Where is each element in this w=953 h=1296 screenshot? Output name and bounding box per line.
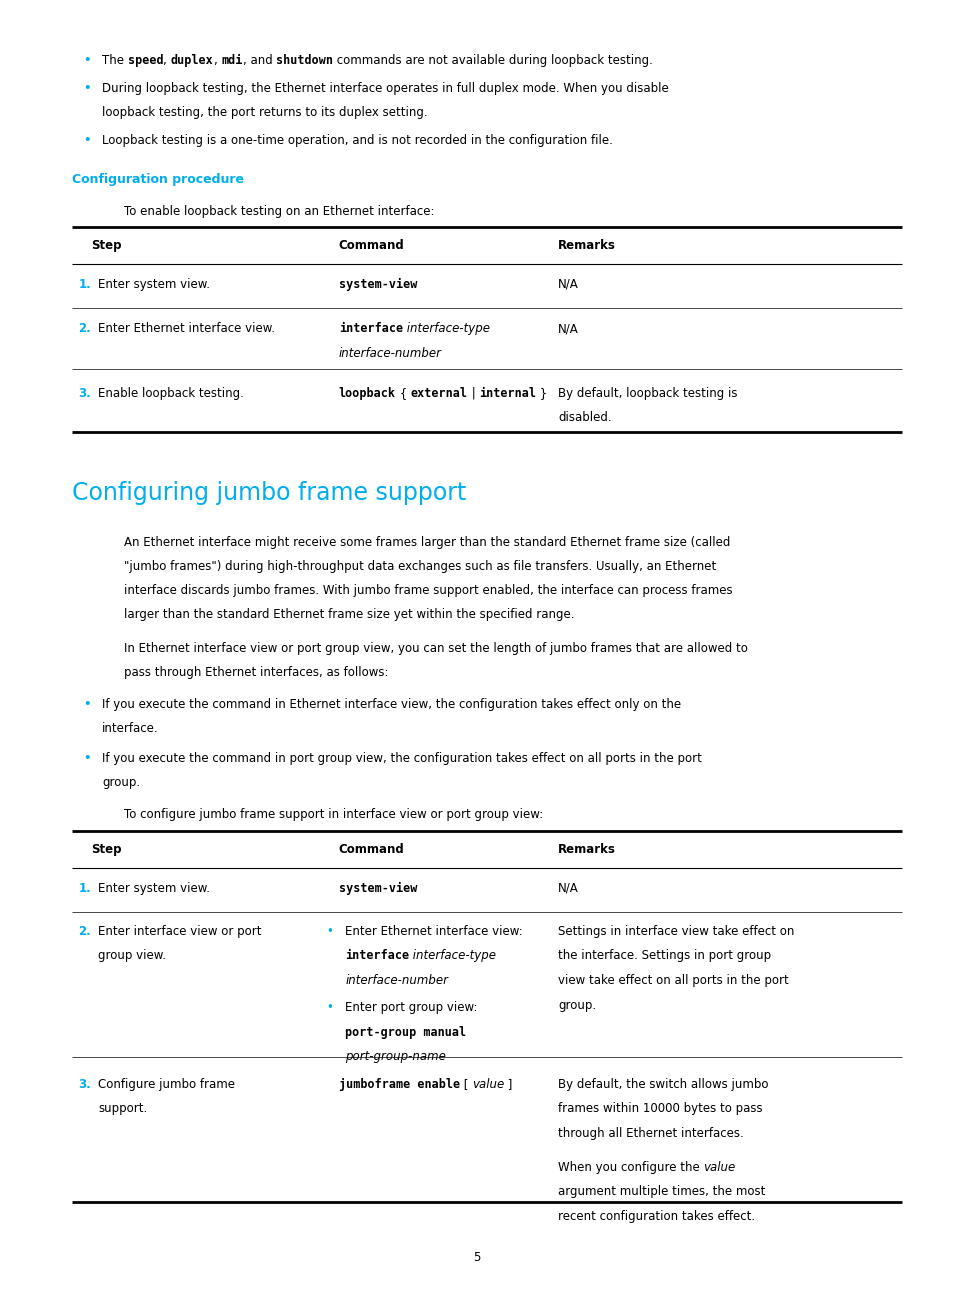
Text: through all Ethernet interfaces.: through all Ethernet interfaces. xyxy=(558,1128,743,1140)
Text: [: [ xyxy=(459,1078,472,1091)
Text: •: • xyxy=(83,697,91,712)
Text: "jumbo frames") during high-throughput data exchanges such as file transfers. Us: "jumbo frames") during high-throughput d… xyxy=(124,560,716,573)
Text: value: value xyxy=(703,1161,735,1174)
Text: During loopback testing, the Ethernet interface operates in full duplex mode. Wh: During loopback testing, the Ethernet in… xyxy=(102,83,668,96)
Text: disabled.: disabled. xyxy=(558,412,611,425)
Text: Configure jumbo frame: Configure jumbo frame xyxy=(98,1078,235,1091)
Text: When you configure the: When you configure the xyxy=(558,1161,703,1174)
Text: ]: ] xyxy=(503,1078,512,1091)
Text: 3.: 3. xyxy=(78,386,91,400)
Text: mdi: mdi xyxy=(221,54,242,67)
Text: 1.: 1. xyxy=(78,883,91,896)
Text: system-view: system-view xyxy=(338,277,416,292)
Text: 5: 5 xyxy=(473,1251,480,1264)
Text: 3.: 3. xyxy=(78,1078,91,1091)
Text: •: • xyxy=(83,54,91,67)
Text: group.: group. xyxy=(558,999,596,1012)
Text: interface discards jumbo frames. With jumbo frame support enabled, the interface: interface discards jumbo frames. With ju… xyxy=(124,584,732,597)
Text: Enter Ethernet interface view:: Enter Ethernet interface view: xyxy=(345,925,522,938)
Text: Enter port group view:: Enter port group view: xyxy=(345,1002,477,1015)
Text: Settings in interface view take effect on: Settings in interface view take effect o… xyxy=(558,925,794,938)
Text: By default, the switch allows jumbo: By default, the switch allows jumbo xyxy=(558,1078,768,1091)
Text: To enable loopback testing on an Ethernet interface:: To enable loopback testing on an Etherne… xyxy=(124,205,434,218)
Text: If you execute the command in port group view, the configuration takes effect on: If you execute the command in port group… xyxy=(102,752,701,765)
Text: Command: Command xyxy=(338,238,404,253)
Text: group.: group. xyxy=(102,775,140,789)
Text: pass through Ethernet interfaces, as follows:: pass through Ethernet interfaces, as fol… xyxy=(124,666,388,679)
Text: N/A: N/A xyxy=(558,883,578,896)
Text: If you execute the command in Ethernet interface view, the configuration takes e: If you execute the command in Ethernet i… xyxy=(102,697,680,712)
Text: ,: , xyxy=(213,54,221,67)
Text: frames within 10000 bytes to pass: frames within 10000 bytes to pass xyxy=(558,1103,761,1116)
Text: interface-number: interface-number xyxy=(345,975,448,988)
Text: shutdown: shutdown xyxy=(275,54,333,67)
Text: interface: interface xyxy=(345,950,409,963)
Text: Loopback testing is a one-time operation, and is not recorded in the configurati: Loopback testing is a one-time operation… xyxy=(102,135,613,148)
Text: N/A: N/A xyxy=(558,277,578,292)
Text: 2.: 2. xyxy=(78,321,91,336)
Text: •: • xyxy=(83,83,91,96)
Text: argument multiple times, the most: argument multiple times, the most xyxy=(558,1186,764,1199)
Text: Step: Step xyxy=(91,844,121,857)
Text: •: • xyxy=(83,135,91,148)
Text: loopback: loopback xyxy=(338,386,395,400)
Text: Enter interface view or port: Enter interface view or port xyxy=(98,925,261,938)
Text: Configuration procedure: Configuration procedure xyxy=(71,172,243,187)
Text: interface: interface xyxy=(338,321,402,336)
Text: Remarks: Remarks xyxy=(558,844,616,857)
Text: ,: , xyxy=(163,54,171,67)
Text: interface-type: interface-type xyxy=(409,950,496,963)
Text: Enter Ethernet interface view.: Enter Ethernet interface view. xyxy=(98,321,275,336)
Text: Command: Command xyxy=(338,844,404,857)
Text: •: • xyxy=(83,752,91,765)
Text: commands are not available during loopback testing.: commands are not available during loopba… xyxy=(333,54,652,67)
Text: speed: speed xyxy=(128,54,163,67)
Text: In Ethernet interface view or port group view, you can set the length of jumbo f: In Ethernet interface view or port group… xyxy=(124,642,747,656)
Text: Enable loopback testing.: Enable loopback testing. xyxy=(98,386,244,400)
Text: The: The xyxy=(102,54,128,67)
Text: interface-number: interface-number xyxy=(338,346,441,360)
Text: {: { xyxy=(395,386,410,400)
Text: , and: , and xyxy=(242,54,275,67)
Text: port-group-name: port-group-name xyxy=(345,1051,446,1064)
Text: }: } xyxy=(536,386,547,400)
Text: Enter system view.: Enter system view. xyxy=(98,277,210,292)
Text: An Ethernet interface might receive some frames larger than the standard Etherne: An Ethernet interface might receive some… xyxy=(124,537,730,550)
Text: support.: support. xyxy=(98,1103,148,1116)
Text: internal: internal xyxy=(478,386,536,400)
Text: N/A: N/A xyxy=(558,321,578,336)
Text: system-view: system-view xyxy=(338,883,416,896)
Text: |: | xyxy=(467,386,478,400)
Text: interface-type: interface-type xyxy=(402,321,489,336)
Text: external: external xyxy=(410,386,467,400)
Text: loopback testing, the port returns to its duplex setting.: loopback testing, the port returns to it… xyxy=(102,106,427,119)
Text: duplex: duplex xyxy=(171,54,213,67)
Text: To configure jumbo frame support in interface view or port group view:: To configure jumbo frame support in inte… xyxy=(124,809,542,822)
Text: Remarks: Remarks xyxy=(558,238,616,253)
Text: port-group manual: port-group manual xyxy=(345,1026,466,1039)
Text: Configuring jumbo frame support: Configuring jumbo frame support xyxy=(71,482,465,505)
Text: •: • xyxy=(326,925,333,938)
Text: interface.: interface. xyxy=(102,722,158,735)
Text: jumboframe enable: jumboframe enable xyxy=(338,1078,459,1091)
Text: 1.: 1. xyxy=(78,277,91,292)
Text: group view.: group view. xyxy=(98,950,166,963)
Text: •: • xyxy=(326,1002,333,1015)
Text: Step: Step xyxy=(91,238,121,253)
Text: larger than the standard Ethernet frame size yet within the specified range.: larger than the standard Ethernet frame … xyxy=(124,608,574,621)
Text: view take effect on all ports in the port: view take effect on all ports in the por… xyxy=(558,975,788,988)
Text: value: value xyxy=(472,1078,503,1091)
Text: Enter system view.: Enter system view. xyxy=(98,883,210,896)
Text: 2.: 2. xyxy=(78,925,91,938)
Text: By default, loopback testing is: By default, loopback testing is xyxy=(558,386,737,400)
Text: the interface. Settings in port group: the interface. Settings in port group xyxy=(558,950,770,963)
Text: recent configuration takes effect.: recent configuration takes effect. xyxy=(558,1210,755,1223)
